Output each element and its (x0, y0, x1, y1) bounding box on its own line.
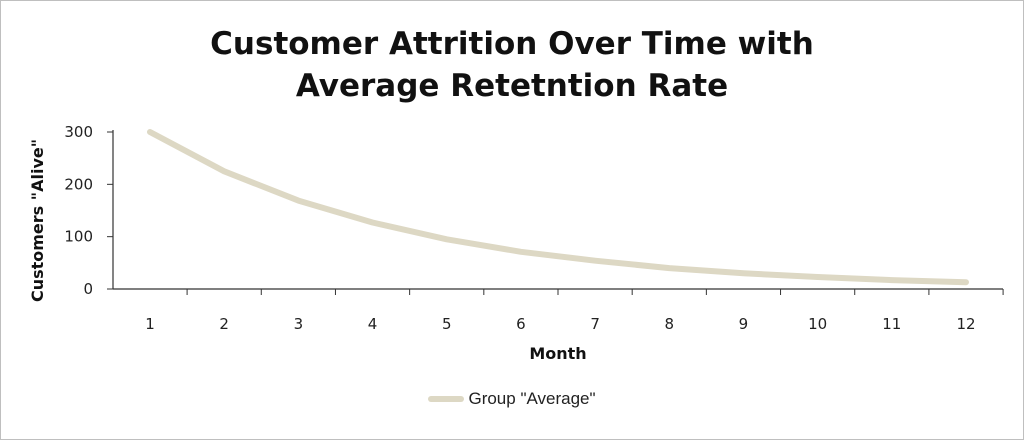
y-tick-label: 300 (64, 123, 93, 141)
x-tick-label: 4 (368, 315, 378, 333)
y-tick-label: 0 (83, 280, 93, 298)
chart-series (147, 129, 969, 286)
x-tick-label: 5 (442, 315, 452, 333)
x-tick-label: 10 (808, 315, 827, 333)
legend-swatch (428, 396, 465, 402)
y-axis-label: Customers "Alive" (28, 139, 47, 302)
chart-legend: Group "Average" (1, 389, 1023, 409)
x-axis-ticks: 1 2 3 4 5 6 7 8 9 10 11 12 (145, 289, 1004, 333)
x-tick-label: 11 (882, 315, 901, 333)
x-tick-label: 1 (145, 315, 155, 333)
y-axis-ticks: 0 100 200 300 (64, 123, 113, 298)
chart-title: Customer Attrition Over Time with Averag… (1, 23, 1023, 107)
chart-title-line-2: Average Retetntion Rate (295, 68, 729, 104)
y-tick-label: 100 (64, 228, 93, 246)
chart-axes (112, 130, 1003, 290)
x-tick-label: 6 (516, 315, 526, 333)
x-tick-label: 9 (739, 315, 749, 333)
x-tick-label: 7 (590, 315, 600, 333)
series-line (147, 129, 969, 286)
x-tick-label: 3 (294, 315, 304, 333)
x-tick-label: 12 (956, 315, 975, 333)
x-tick-label: 8 (664, 315, 674, 333)
x-axis-label: Month (529, 344, 586, 363)
x-tick-label: 2 (219, 315, 229, 333)
legend-label: Group "Average" (468, 389, 596, 408)
y-tick-label: 200 (64, 175, 93, 193)
chart-title-line-1: Customer Attrition Over Time with (210, 26, 814, 62)
